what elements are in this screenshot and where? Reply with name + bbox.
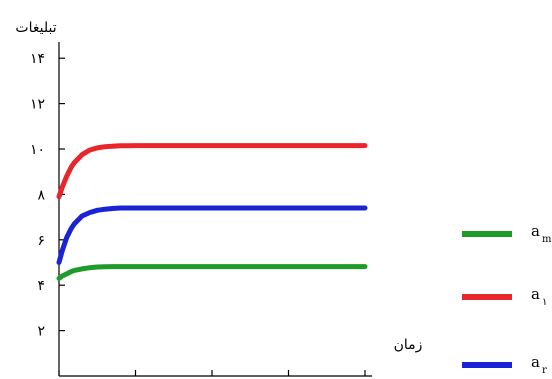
y-tick-label: ۸ [37, 187, 45, 203]
series-line-1 [56, 205, 368, 265]
y-ticks: ۲ ۴ ۶ ۸ ۱۰ ۱۲ ۱۴ [30, 51, 65, 340]
y-tick-label: ۱۰ [30, 142, 45, 158]
series-group [56, 143, 368, 281]
x-ticks: ۰۵۰۱۰۰۱۵۰۲۰۰ [58, 370, 366, 376]
legend: a ma ۱a r [462, 222, 552, 376]
chart-axes [58, 42, 372, 377]
legend-subscript: m [542, 234, 552, 245]
legend-subscript: r [542, 365, 547, 376]
series-line-2 [56, 264, 368, 281]
legend-label: a [531, 285, 540, 303]
legend-label: a [531, 222, 540, 240]
y-tick-label: ۴ [37, 278, 45, 294]
y-tick-label: ۶ [37, 233, 45, 249]
y-axis-title: تبلیغات [15, 20, 56, 36]
y-tick-label: ۲ [37, 324, 45, 340]
series-line-0 [56, 143, 368, 200]
y-tick-label: ۱۲ [30, 97, 45, 113]
legend-subscript: ۱ [542, 297, 547, 308]
x-axis-title: زمان [394, 337, 423, 353]
legend-label: a [531, 353, 540, 371]
y-tick-label: ۱۴ [30, 51, 45, 67]
